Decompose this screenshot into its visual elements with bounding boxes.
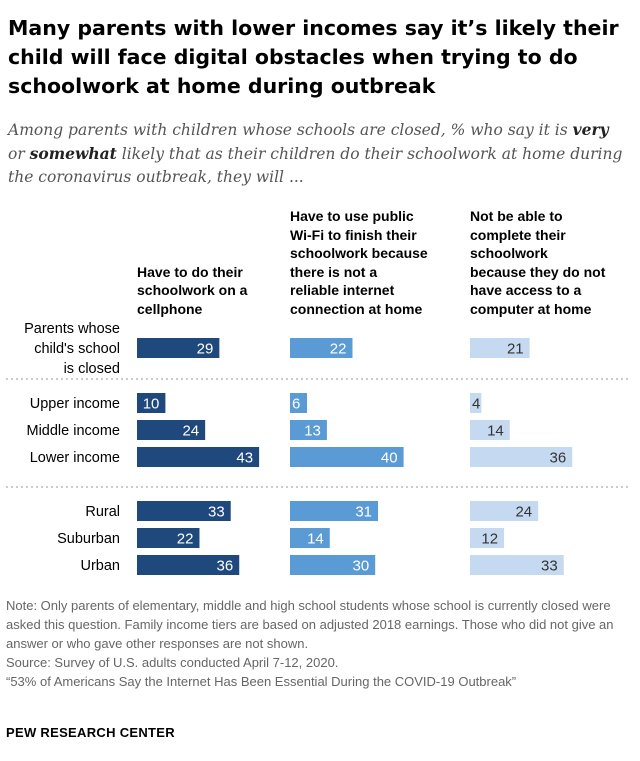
data-label: 33	[208, 504, 225, 521]
data-label: 30	[353, 558, 370, 575]
bar	[470, 501, 539, 521]
subtitle-emphasis-very: very	[572, 120, 609, 139]
column-heading-2: Have to use public Wi-Fi to finish their s…	[290, 207, 428, 318]
column-heading-line: Have to do their	[137, 263, 243, 280]
chart-title: Many parents with lower incomes say it’s…	[8, 16, 619, 98]
column-heading-line: schoolwork	[470, 245, 548, 261]
bar	[470, 555, 564, 575]
column-heading-1: Have to do their schoolwork on a cellphone	[137, 263, 247, 319]
data-label: 6	[292, 396, 300, 413]
row-label-line: is closed	[64, 361, 120, 377]
row-label-line: Parents whose	[24, 321, 120, 337]
bar	[470, 447, 573, 467]
bar	[290, 338, 353, 358]
data-label: 31	[355, 504, 372, 521]
column-heading-line: Wi-Fi to finish their	[290, 226, 417, 243]
data-label: 36	[550, 450, 567, 467]
bar	[137, 447, 260, 467]
column-heading-line: there is not a	[290, 263, 378, 280]
column-heading-line: because they do not	[470, 263, 606, 280]
bar	[290, 501, 379, 521]
data-label: 22	[330, 341, 347, 358]
row-label-line: Upper income	[30, 396, 120, 412]
data-label: 13	[304, 423, 321, 440]
bar	[470, 528, 505, 548]
row-label: Rural	[85, 504, 120, 520]
chart-subtitle: Among parents with children whose school…	[8, 118, 628, 189]
column-heading-line: connection at home	[290, 300, 423, 317]
data-label: 24	[515, 504, 532, 521]
column-heading-line: have access to a	[470, 282, 582, 298]
bar	[137, 393, 166, 413]
chart-notes: Note: Only parents of elementary, middle…	[6, 596, 626, 691]
bar	[290, 555, 376, 575]
bar	[470, 338, 530, 358]
data-label: 21	[507, 341, 524, 358]
data-label: 36	[217, 558, 234, 575]
bar-chart: Parents whose child's school is closed Uppe…	[6, 321, 630, 575]
column-heading-3: Not be able to complete their schoolwork be…	[470, 207, 605, 318]
row-label-line: Suburban	[57, 531, 120, 547]
report-title: “53% of Americans Say the Internet Has B…	[6, 674, 517, 689]
bar	[137, 420, 206, 440]
bar	[290, 528, 330, 548]
column-heading-line: cellphone	[137, 300, 203, 317]
column-heading-line: reliable internet	[290, 282, 395, 298]
note-text: Note: Only parents of elementary, middle…	[6, 598, 614, 651]
bar	[470, 393, 482, 413]
data-label: 14	[487, 423, 504, 440]
data-label: 43	[236, 450, 253, 467]
data-label: 4	[472, 396, 480, 413]
column-heading-line: schoolwork because	[290, 245, 428, 261]
row-label: Upper income	[30, 396, 120, 412]
bar	[137, 528, 200, 548]
row-label: Suburban	[57, 531, 120, 547]
column-heading-line: schoolwork on a	[137, 282, 248, 298]
data-label: 22	[177, 531, 194, 548]
brand-logo: PEW RESEARCH CENTER	[6, 725, 175, 740]
data-label: 29	[197, 341, 214, 358]
row-label-line: Middle income	[27, 423, 121, 439]
data-label: 14	[307, 531, 324, 548]
bar	[290, 393, 308, 413]
data-label: 24	[182, 423, 199, 440]
bar	[137, 338, 220, 358]
data-label: 10	[143, 396, 160, 413]
column-heading-line: complete their	[470, 226, 566, 243]
data-label: 33	[541, 558, 558, 575]
row-label-line: Rural	[85, 504, 120, 520]
data-label: 12	[481, 531, 498, 548]
column-heading-line: Not be able to	[470, 208, 563, 224]
bar	[290, 420, 327, 440]
bar	[137, 501, 231, 521]
row-label-line: Urban	[81, 558, 121, 574]
subtitle-text-1: Among parents with children whose school…	[8, 121, 573, 139]
row-label: Urban	[81, 558, 121, 574]
row-label-line: Lower income	[30, 450, 120, 466]
bar	[470, 420, 510, 440]
bar	[137, 555, 240, 575]
subtitle-text-3: likely that as their children do their s…	[8, 145, 623, 186]
bar	[290, 447, 404, 467]
row-label: Parents whose child's school is closed	[24, 321, 120, 377]
source-text: Source: Survey of U.S. adults conducted …	[6, 655, 339, 670]
column-heading-line: Have to use public	[290, 208, 414, 224]
subtitle-emphasis-somewhat: somewhat	[29, 144, 117, 163]
row-label-line: child's school	[34, 341, 120, 357]
column-heading-line: computer at home	[470, 300, 592, 317]
subtitle-text-2: or	[8, 145, 30, 163]
row-label: Middle income	[27, 423, 121, 439]
data-label: 40	[381, 450, 398, 467]
row-label: Lower income	[30, 450, 120, 466]
